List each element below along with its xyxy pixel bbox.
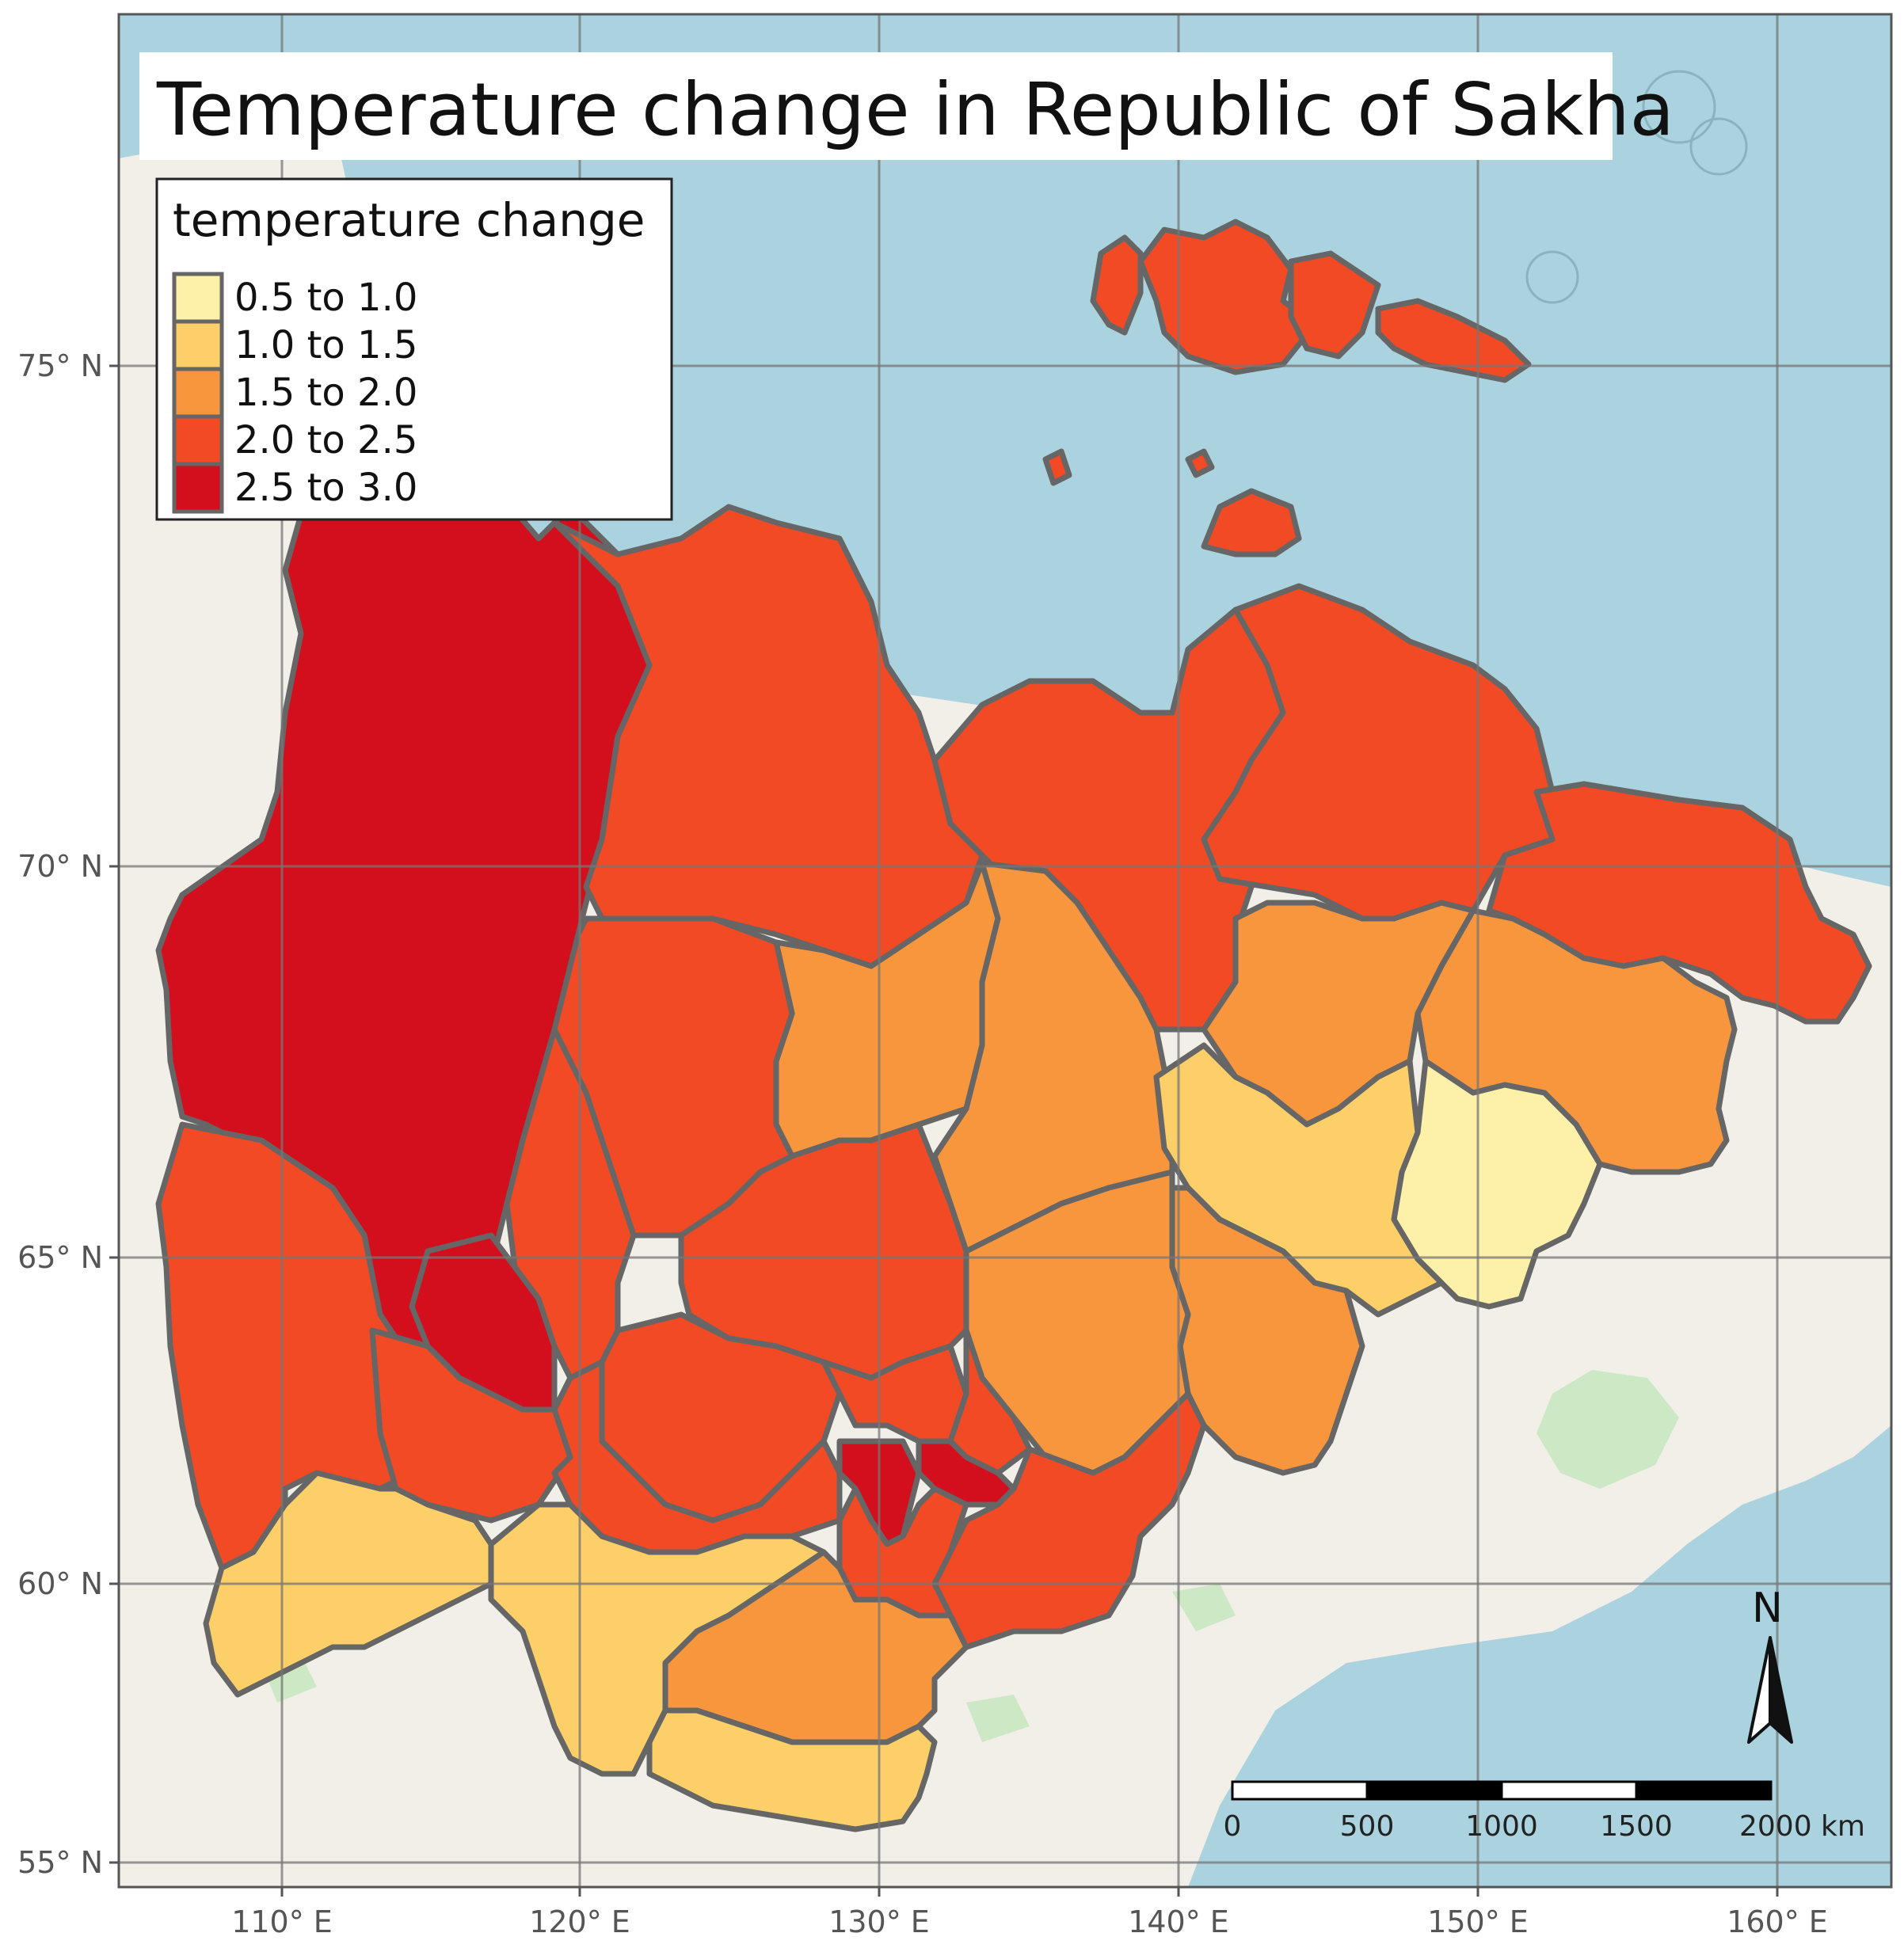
graticule xyxy=(119,14,1891,1887)
legend-label: 1.5 to 2.0 xyxy=(234,371,417,415)
scale-bar-segments xyxy=(1231,1780,1773,1801)
basemap-shelf-ring-3 xyxy=(1525,250,1579,304)
map-panel-border xyxy=(117,13,1893,1889)
longitude-label: 140° E xyxy=(1128,1904,1229,1939)
map-title: Temperature change in Republic of Sakha xyxy=(156,67,1674,152)
legend-label: 2.5 to 3.0 xyxy=(234,466,417,510)
longitude-label: 120° E xyxy=(529,1904,630,1939)
legend-swatch xyxy=(172,462,224,514)
region-novosibirsk-islands-faddeyevsky xyxy=(1288,250,1381,360)
legend-swatch xyxy=(172,367,224,419)
region-stolbovoy-island xyxy=(1185,448,1215,478)
latitude-label: 60° N xyxy=(17,1566,103,1601)
north-arrow: N xyxy=(1747,1585,1793,1744)
scale-bar-label: 0 xyxy=(1224,1810,1242,1843)
latitude-label: 55° N xyxy=(17,1845,103,1880)
scale-bar-label: 1000 xyxy=(1465,1810,1538,1843)
region-neryungrinsky xyxy=(646,1707,938,1832)
scale-bar-label: 2000 km xyxy=(1739,1810,1865,1843)
latitude-label: 70° N xyxy=(17,849,103,884)
longitude-label: 130° E xyxy=(828,1904,930,1939)
legend-label: 0.5 to 1.0 xyxy=(234,276,417,320)
latitude-axis: 75° N 70° N 65° N 60° N 55° N xyxy=(17,348,103,1880)
scale-bar: 0 500 1000 1500 2000 km xyxy=(1224,1780,1865,1843)
legend-label: 1.0 to 1.5 xyxy=(234,323,417,367)
legend-box xyxy=(155,177,673,521)
region-lyakhovsky-islands xyxy=(1201,488,1302,557)
legend-title: temperature change xyxy=(173,193,645,247)
basemap-sea-okhotsk-inner xyxy=(1600,1631,1891,1887)
region-novosibirsk-islands-west xyxy=(1090,234,1144,336)
scale-bar-segment xyxy=(1365,1780,1503,1801)
longitude-label: 150° E xyxy=(1427,1904,1529,1939)
longitude-label: 110° E xyxy=(231,1904,333,1939)
map-panel xyxy=(119,14,1891,1887)
legend: temperature change 0.5 to 1.01.0 to 1.51… xyxy=(155,177,673,521)
longitude-label: 160° E xyxy=(1727,1904,1828,1939)
legend-swatch xyxy=(172,272,224,324)
north-arrow-icon-dark xyxy=(1769,1636,1793,1744)
north-arrow-label: N xyxy=(1752,1585,1783,1632)
latitude-label: 75° N xyxy=(17,348,103,383)
axis-ticks xyxy=(109,364,1779,1897)
scale-bar-label: 1500 xyxy=(1600,1810,1673,1843)
legend-label: 2.0 to 2.5 xyxy=(234,418,417,462)
title-box xyxy=(139,52,1613,160)
basemap-shelf-ring-2 xyxy=(1689,117,1748,176)
legend-items: 0.5 to 1.01.0 to 1.51.5 to 2.02.0 to 2.5… xyxy=(172,272,417,514)
scale-bar-labels: 0 500 1000 1500 2000 km xyxy=(1224,1810,1865,1843)
scale-bar-label: 500 xyxy=(1340,1810,1395,1843)
legend-swatch xyxy=(172,319,224,371)
region-belkovsky-island xyxy=(1042,448,1072,486)
scale-bar-segment xyxy=(1635,1780,1773,1801)
legend-swatch xyxy=(172,414,224,466)
region-lensky-west xyxy=(369,1327,573,1524)
basemap-forest-patch-2 xyxy=(1172,1584,1236,1631)
basemap-shelf-ring xyxy=(1642,70,1716,144)
longitude-axis: 110° E 120° E 130° E 140° E 150° E 160° E xyxy=(231,1904,1828,1939)
basemap-forest-patch-3 xyxy=(966,1695,1030,1742)
scale-bar-segment xyxy=(1231,1780,1369,1801)
region-novosibirsk-islands-new-siberia xyxy=(1375,298,1532,383)
latitude-label: 65° N xyxy=(17,1240,103,1275)
scale-bar-segment xyxy=(1500,1780,1638,1801)
basemap-forest-patch xyxy=(1537,1370,1679,1489)
